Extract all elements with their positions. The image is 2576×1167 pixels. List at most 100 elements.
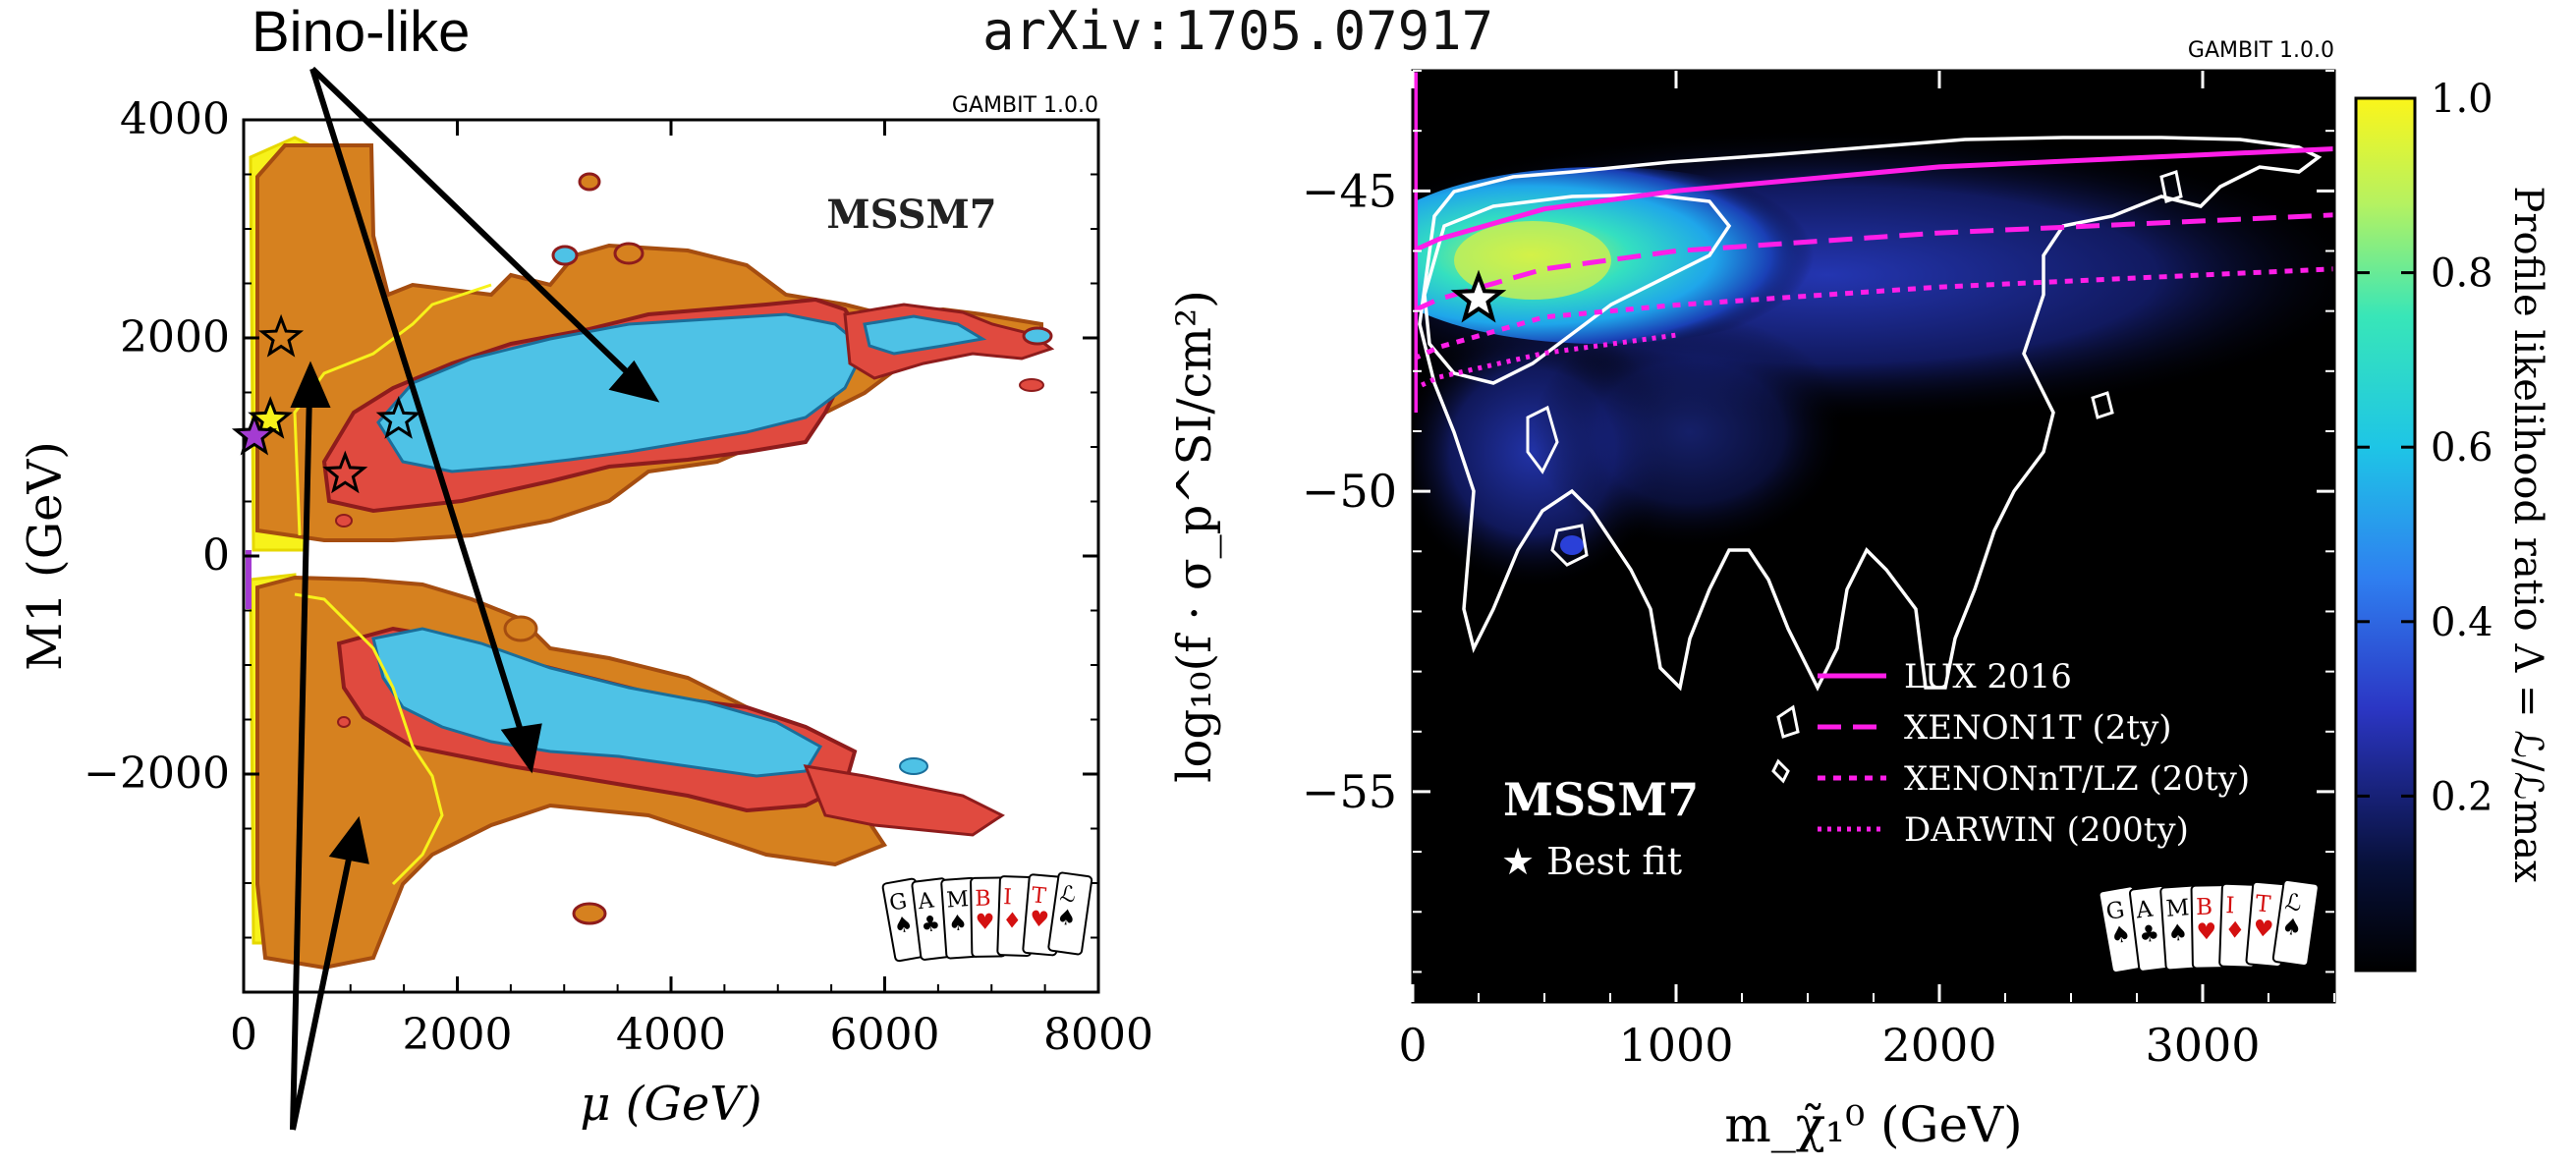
island-1: [613, 242, 644, 265]
svg-text:♦: ♦: [1002, 909, 1023, 934]
gambit-card: B♥: [2190, 884, 2229, 970]
right-ticks: 0 1000 2000 3000 −45 −50 −55: [1302, 70, 2335, 1072]
svg-text:♥: ♥: [1029, 907, 1050, 933]
gambit-card: ℒ♠: [1047, 871, 1093, 956]
svg-text:♦: ♦: [2224, 917, 2246, 944]
right-legend: LUX 2016 XENON1T (2ty) XENONnT/LZ (20ty) DA…: [1818, 657, 2250, 850]
island-10: [1019, 378, 1044, 392]
arrow-3: [290, 392, 312, 1131]
best-fit-star: [257, 313, 305, 358]
limit-line-dotted: [1413, 266, 2334, 361]
region-tail-lower: [803, 764, 1005, 837]
svg-text:♠: ♠: [892, 912, 916, 939]
left-gambit-cards-logo: G♠A♣M♠B♥I♦T♥ℒ♠: [881, 871, 1093, 963]
island-8: [335, 514, 353, 528]
island-9: [899, 757, 928, 775]
left-x-tick-label: 8000: [1043, 1010, 1153, 1060]
right-y-tick-label: −45: [1302, 164, 1397, 217]
colorbar-tick-label: 0.4: [2431, 600, 2493, 645]
arrow-1: [309, 66, 646, 391]
contour-95-outer: [1418, 136, 2323, 692]
region-cyan-lower: [371, 627, 823, 778]
left-watermark: GAMBIT 1.0.0: [952, 93, 1098, 118]
right-x-label: m_χ̃₁⁰ (GeV): [1724, 1096, 2022, 1153]
limit-line-solid: [1413, 146, 2334, 253]
right-panel: 0 1000 2000 3000 −45 −50 −55 LUX 2016 XENON1T (…: [1167, 38, 2550, 1153]
svg-text:♣: ♣: [920, 912, 942, 938]
best-fit-star: [322, 450, 368, 494]
legend-label: LUX 2016: [1904, 657, 2072, 696]
right-y-tick-label: −50: [1302, 465, 1397, 518]
left-y-tick-label: 0: [202, 530, 230, 581]
svg-text:♥: ♥: [976, 911, 995, 935]
heat-core-bright: [1454, 221, 1611, 300]
arrow-2: [309, 68, 529, 748]
bino-like-label: Bino-like: [252, 0, 470, 64]
region-tail-upper-cyan: [863, 314, 987, 356]
legend-label: XENONnT/LZ (20ty): [1904, 759, 2250, 799]
svg-text:G: G: [888, 889, 910, 917]
svg-text:I: I: [1003, 885, 1013, 910]
right-x-tick-label: 1000: [1618, 1019, 1733, 1072]
svg-text:♠: ♠: [2280, 914, 2304, 942]
best-fit-star: [375, 396, 421, 439]
left-best-fit-stars: [231, 313, 421, 494]
limit-lines: [1413, 146, 2334, 392]
right-model-label: MSSM7: [1503, 773, 1699, 826]
colorbar-tick-label: 1.0: [2431, 77, 2493, 122]
left-ticks: 0 2000 4000 6000 8000 4000 2000 0 −2000: [84, 94, 1153, 1060]
contour-68-inner: [1423, 193, 1732, 385]
contour-island-f: [2159, 170, 2183, 203]
svg-text:M: M: [2165, 895, 2190, 922]
arrow-2-head: [500, 723, 542, 774]
svg-text:♠: ♠: [947, 911, 968, 936]
right-watermark: GAMBIT 1.0.0: [2188, 38, 2334, 63]
left-model-label: MSSM7: [826, 192, 996, 238]
svg-text:B: B: [2196, 895, 2212, 920]
bino-arrows: [290, 66, 660, 1131]
region-magenta-sliver: [246, 550, 252, 609]
gambit-card: ℒ♠: [2271, 878, 2320, 968]
contour-island-e: [2091, 391, 2114, 419]
right-y-label: log₁₀(f · σ_p^SI/cm²): [1167, 290, 1222, 783]
svg-text:M: M: [946, 887, 970, 914]
island-3: [551, 245, 579, 266]
yellow-contour-lower: [294, 592, 444, 886]
svg-text:♠: ♠: [1055, 905, 1078, 932]
island-6: [572, 902, 607, 925]
left-y-label: M1 (GeV): [18, 441, 73, 671]
arrow-4-head: [328, 815, 369, 864]
best-fit-star: [248, 396, 294, 439]
legend-label: XENON1T (2ty): [1904, 708, 2172, 748]
arrow-4: [290, 844, 355, 1131]
best-fit-star: [231, 412, 277, 456]
island-4: [1022, 326, 1053, 346]
heatmap-density: [1413, 71, 2334, 784]
contour-island-b: [1550, 524, 1589, 567]
left-x-tick-label: 4000: [616, 1010, 726, 1060]
svg-text:♥: ♥: [2196, 919, 2216, 945]
right-x-tick-label: 0: [1398, 1019, 1427, 1072]
island-7: [337, 716, 351, 728]
left-y-tick-label: −2000: [84, 749, 230, 799]
svg-text:I: I: [2225, 893, 2235, 918]
colorbar-tick-label: 0.2: [2431, 774, 2493, 819]
island-2: [578, 172, 601, 192]
left-x-label: μ (GeV): [580, 1077, 761, 1132]
left-y-tick-label: 2000: [120, 312, 230, 362]
region-cyan-upper: [376, 312, 867, 473]
colorbar-tick-label: 0.8: [2431, 251, 2493, 297]
svg-text:ℒ: ℒ: [1058, 881, 1077, 908]
svg-text:♠: ♠: [2108, 921, 2133, 950]
colorbar-tick-label: 0.6: [2431, 425, 2493, 471]
colorbar-label: Profile likelihood ratio Λ = ℒ/ℒmax: [2505, 186, 2550, 883]
left-y-tick-label: 4000: [120, 94, 230, 144]
svg-text:♥: ♥: [2252, 916, 2274, 943]
svg-text:ℒ: ℒ: [2283, 889, 2303, 917]
svg-text:♠: ♠: [2167, 920, 2189, 947]
heat-core: [1413, 167, 1837, 344]
right-gambit-cards-logo: G♠A♣M♠B♥I♦T♥ℒ♠: [2098, 878, 2320, 974]
svg-text:B: B: [975, 887, 991, 912]
left-x-tick-label: 0: [230, 1010, 257, 1060]
svg-text:♣: ♣: [2138, 920, 2161, 948]
